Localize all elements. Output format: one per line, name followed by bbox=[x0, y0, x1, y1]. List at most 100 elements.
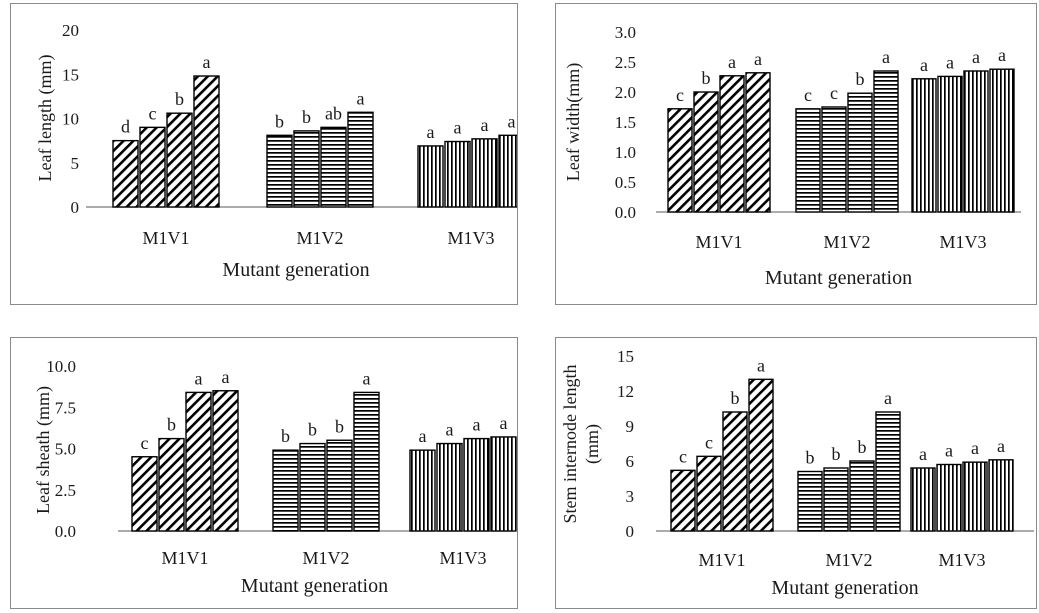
significance-letter: a bbox=[357, 88, 365, 108]
bar bbox=[874, 71, 898, 212]
significance-letter: b bbox=[308, 420, 317, 440]
y-tick-label: 0.5 bbox=[615, 173, 636, 192]
y-tick-label: 2.0 bbox=[615, 83, 636, 102]
y-tick-label: 0.0 bbox=[615, 203, 636, 222]
category-label: M1V3 bbox=[939, 232, 986, 252]
y-tick-label: 0 bbox=[71, 198, 80, 217]
bar bbox=[798, 472, 822, 532]
chart-panel-leaf-sheath: 0.0 2.5 5.0 7.5 10.0 c b a a M1V1 b b b a M1V2 a a a a M1V3… bbox=[10, 337, 518, 609]
bar bbox=[327, 440, 352, 531]
bar bbox=[912, 79, 936, 212]
bar bbox=[445, 142, 470, 207]
bar bbox=[671, 470, 695, 531]
bar bbox=[911, 468, 935, 531]
bar bbox=[499, 135, 517, 207]
significance-letter: d bbox=[121, 117, 130, 137]
bar bbox=[720, 76, 744, 212]
category-label: M1V2 bbox=[302, 548, 349, 568]
bar bbox=[294, 131, 319, 207]
significance-letter: b bbox=[281, 426, 290, 446]
bar bbox=[159, 439, 184, 531]
bar bbox=[964, 71, 988, 212]
significance-letter: c bbox=[705, 432, 713, 452]
x-axis-title: Mutant generation bbox=[765, 267, 912, 289]
chart-panel-leaf-width: 0.0 0.5 1.0 1.5 2.0 2.5 3.0 c b a a M1V1 c c b a M1V2 a a a… bbox=[555, 3, 1037, 305]
bar bbox=[267, 135, 292, 207]
bar bbox=[354, 392, 379, 531]
significance-letter: b bbox=[731, 388, 740, 408]
bar bbox=[194, 76, 219, 207]
significance-letter: a bbox=[500, 413, 508, 433]
bar bbox=[990, 69, 1014, 212]
y-tick-label: 1.0 bbox=[615, 143, 636, 162]
bar bbox=[348, 112, 373, 207]
category-label: M1V1 bbox=[142, 228, 189, 248]
category-label: M1V3 bbox=[938, 550, 985, 570]
significance-letter: b bbox=[167, 415, 176, 435]
significance-letter: b bbox=[335, 416, 344, 436]
significance-letter: a bbox=[971, 438, 979, 458]
y-axis-title: Leaf length (mm) bbox=[35, 55, 56, 182]
y-tick-label: 10 bbox=[62, 110, 79, 129]
significance-letter: a bbox=[998, 45, 1006, 65]
bar bbox=[491, 437, 516, 531]
significance-letter: a bbox=[203, 52, 211, 72]
category-label: M1V1 bbox=[698, 550, 745, 570]
significance-letter: a bbox=[920, 55, 928, 75]
significance-letter: a bbox=[427, 122, 435, 142]
bar bbox=[749, 379, 773, 531]
bar bbox=[186, 392, 211, 531]
y-tick-label: 15 bbox=[62, 65, 79, 84]
bar bbox=[273, 450, 298, 531]
significance-letter: c bbox=[830, 83, 838, 103]
y-tick-label: 15 bbox=[617, 347, 634, 366]
y-tick-label: 9 bbox=[626, 417, 635, 436]
significance-letter: c bbox=[679, 446, 687, 466]
y-tick-label: 0.0 bbox=[55, 522, 76, 541]
significance-letter: a bbox=[884, 388, 892, 408]
y-tick-label: 7.5 bbox=[55, 398, 76, 417]
bar bbox=[989, 460, 1013, 531]
category-label: M1V3 bbox=[439, 548, 486, 568]
significance-letter: a bbox=[945, 441, 953, 461]
bar bbox=[300, 444, 325, 531]
significance-letter: ab bbox=[325, 103, 342, 123]
significance-letter: a bbox=[473, 415, 481, 435]
y-tick-label: 0 bbox=[626, 522, 635, 541]
y-tick-label: 5 bbox=[71, 154, 80, 173]
chart-panel-leaf-length: 0 5 10 15 20 d c b a M1V1 b b ab a M1V2 a a a a M1V3 Mutant … bbox=[10, 3, 518, 305]
significance-letter: a bbox=[919, 444, 927, 464]
bar bbox=[437, 444, 462, 531]
y-tick-label: 3 bbox=[626, 487, 635, 506]
y-tick-label: 10.0 bbox=[46, 357, 76, 376]
y-tick-label: 20 bbox=[62, 21, 79, 40]
significance-letter: b bbox=[856, 69, 865, 89]
significance-letter: a bbox=[882, 47, 890, 67]
x-axis-title: Mutant generation bbox=[241, 575, 388, 597]
significance-letter: a bbox=[446, 420, 454, 440]
y-tick-label: 2.5 bbox=[55, 481, 76, 500]
y-axis-title: Stem internode length (mm) bbox=[560, 365, 603, 524]
bar bbox=[796, 109, 820, 212]
bar bbox=[850, 461, 874, 531]
significance-letter: c bbox=[141, 433, 149, 453]
x-axis-title: Mutant generation bbox=[222, 259, 369, 281]
significance-letter: b bbox=[858, 437, 867, 457]
significance-letter: c bbox=[804, 85, 812, 105]
bar bbox=[963, 462, 987, 531]
significance-letter: b bbox=[175, 89, 184, 109]
significance-letter: a bbox=[997, 436, 1005, 456]
bar bbox=[464, 439, 489, 531]
significance-letter: c bbox=[676, 85, 684, 105]
significance-letter: c bbox=[149, 103, 157, 123]
significance-letter: a bbox=[222, 367, 230, 387]
significance-letter: a bbox=[419, 426, 427, 446]
bar bbox=[472, 139, 497, 207]
category-label: M1V2 bbox=[825, 550, 872, 570]
significance-letter: a bbox=[757, 355, 765, 375]
bar bbox=[822, 107, 846, 212]
